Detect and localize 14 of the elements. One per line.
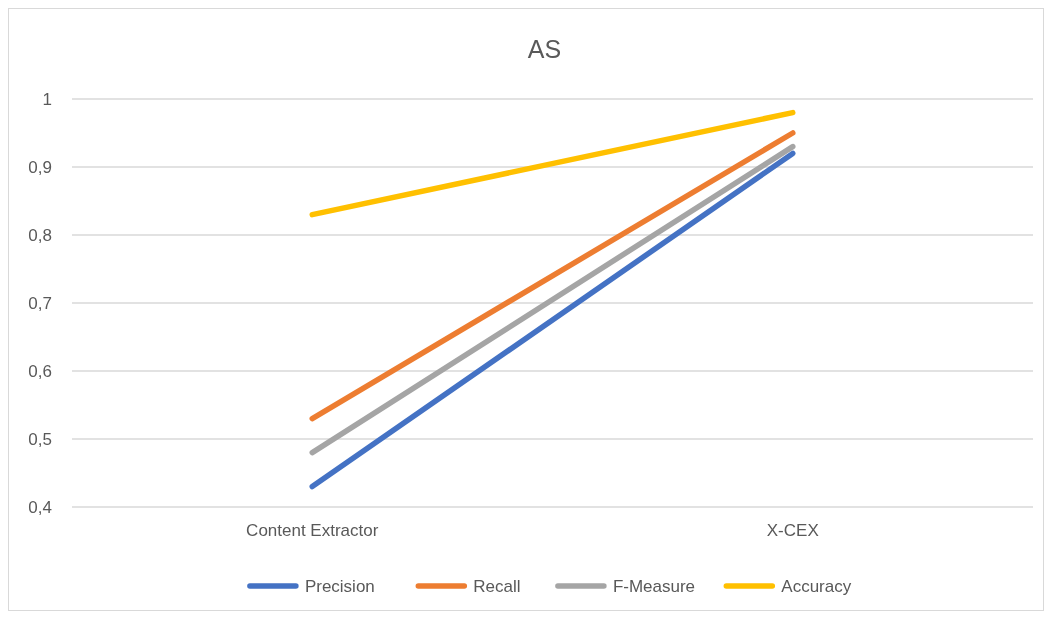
chart-title: AS: [527, 35, 562, 63]
y-tick-label: 0,7: [28, 293, 52, 313]
y-tick-label: 1: [42, 89, 52, 109]
legend-label: Accuracy: [781, 576, 852, 596]
x-tick-label: X-CEX: [766, 521, 819, 540]
y-tick-label: 0,6: [28, 361, 52, 381]
x-tick-label: Content Extractor: [246, 521, 379, 540]
legend-label: F-Measure: [612, 576, 696, 596]
y-tick-label: 0,4: [28, 497, 52, 517]
y-tick-label: 0,8: [28, 225, 52, 245]
legend-label: Precision: [304, 576, 375, 596]
y-tick-label: 0,9: [28, 157, 52, 177]
legend-label: Recall: [473, 576, 521, 596]
y-tick-label: 0,5: [28, 429, 52, 449]
